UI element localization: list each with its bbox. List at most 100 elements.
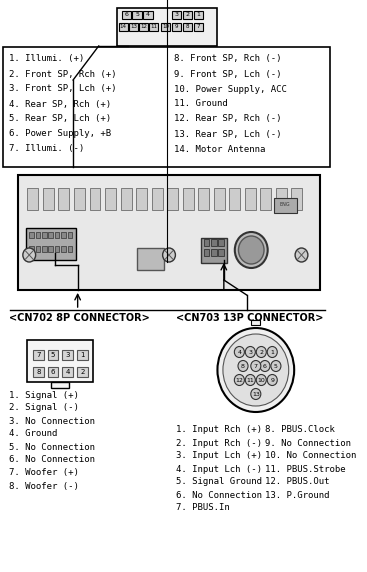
- Text: 1. Signal (+): 1. Signal (+): [9, 391, 79, 399]
- Bar: [218, 239, 224, 246]
- Bar: [172, 23, 181, 31]
- Bar: [152, 188, 163, 210]
- Circle shape: [239, 236, 264, 264]
- Bar: [149, 23, 158, 31]
- Bar: [68, 246, 72, 252]
- Bar: [276, 188, 287, 210]
- Text: 1. Input Rch (+): 1. Input Rch (+): [176, 426, 262, 435]
- Text: 13: 13: [130, 25, 137, 30]
- Bar: [51, 382, 69, 388]
- Bar: [143, 11, 153, 19]
- Bar: [198, 188, 209, 210]
- Text: 3. Input Lch (+): 3. Input Lch (+): [176, 451, 262, 460]
- Text: 6: 6: [124, 13, 128, 18]
- Text: 8: 8: [241, 363, 245, 368]
- Text: ENG: ENG: [280, 201, 290, 206]
- Text: 1. Illumi. (+): 1. Illumi. (+): [9, 54, 84, 63]
- Text: 1: 1: [196, 13, 200, 18]
- Text: 4: 4: [65, 369, 70, 375]
- Text: 8. PBUS.Clock: 8. PBUS.Clock: [265, 426, 335, 435]
- Bar: [62, 350, 73, 360]
- Text: 5: 5: [51, 352, 55, 358]
- Bar: [43, 188, 54, 210]
- Bar: [61, 246, 66, 252]
- Text: 5: 5: [135, 13, 139, 18]
- Bar: [274, 198, 297, 213]
- Circle shape: [235, 232, 268, 268]
- Text: 2. Front SP, Rch (+): 2. Front SP, Rch (+): [9, 70, 117, 78]
- Text: 4: 4: [237, 349, 241, 355]
- Circle shape: [256, 375, 266, 386]
- Text: 8. Front SP, Rch (-): 8. Front SP, Rch (-): [174, 54, 281, 63]
- Bar: [183, 23, 192, 31]
- Text: 10. Power Supply, ACC: 10. Power Supply, ACC: [174, 85, 287, 93]
- Text: 10. No Connection: 10. No Connection: [265, 451, 356, 460]
- Text: 1: 1: [80, 352, 84, 358]
- Text: 11: 11: [150, 25, 157, 30]
- Bar: [194, 23, 203, 31]
- Bar: [47, 367, 58, 377]
- Text: <CN702 8P CONNECTOR>: <CN702 8P CONNECTOR>: [9, 313, 150, 323]
- Text: 9: 9: [175, 25, 178, 30]
- Text: 12. Rear SP, Rch (-): 12. Rear SP, Rch (-): [174, 114, 281, 124]
- Text: 4: 4: [146, 13, 150, 18]
- Bar: [33, 350, 44, 360]
- Circle shape: [251, 360, 261, 371]
- Bar: [201, 238, 226, 263]
- Bar: [172, 11, 181, 19]
- Circle shape: [260, 360, 270, 371]
- Bar: [29, 246, 34, 252]
- Circle shape: [238, 360, 248, 371]
- Text: 11. Ground: 11. Ground: [174, 100, 227, 109]
- Text: 2: 2: [185, 13, 189, 18]
- Text: 13. Rear SP, Lch (-): 13. Rear SP, Lch (-): [174, 129, 281, 138]
- Bar: [105, 188, 116, 210]
- Bar: [42, 246, 47, 252]
- Text: 11: 11: [247, 378, 254, 383]
- Bar: [137, 248, 164, 270]
- Text: 6: 6: [263, 363, 267, 368]
- Text: 1: 1: [270, 349, 274, 355]
- Bar: [139, 23, 148, 31]
- Text: 5: 5: [274, 363, 278, 368]
- Text: 8: 8: [36, 369, 41, 375]
- Text: 7: 7: [36, 352, 41, 358]
- Bar: [167, 188, 178, 210]
- Bar: [119, 23, 128, 31]
- Bar: [3, 47, 330, 167]
- Text: 7. Woofer (+): 7. Woofer (+): [9, 468, 79, 478]
- Text: 5. Signal Ground: 5. Signal Ground: [176, 478, 262, 487]
- Text: 5. No Connection: 5. No Connection: [9, 443, 95, 451]
- Bar: [183, 11, 192, 19]
- Circle shape: [271, 360, 281, 371]
- Text: 3: 3: [65, 352, 70, 358]
- Text: 9. No Connection: 9. No Connection: [265, 439, 351, 447]
- Circle shape: [235, 375, 244, 386]
- Bar: [194, 11, 203, 19]
- Bar: [129, 23, 138, 31]
- Text: 13: 13: [252, 391, 260, 396]
- Text: 8. Woofer (-): 8. Woofer (-): [9, 482, 79, 491]
- Circle shape: [295, 248, 308, 262]
- Bar: [161, 23, 170, 31]
- Text: 7. Illumi. (-): 7. Illumi. (-): [9, 145, 84, 153]
- Text: 10: 10: [257, 378, 265, 383]
- Bar: [121, 188, 131, 210]
- Bar: [74, 188, 85, 210]
- Text: 4. Ground: 4. Ground: [9, 430, 58, 439]
- Bar: [136, 188, 147, 210]
- Text: 14. Motor Antenna: 14. Motor Antenna: [174, 145, 265, 153]
- Bar: [214, 188, 225, 210]
- Bar: [58, 188, 69, 210]
- Text: 2. Signal (-): 2. Signal (-): [9, 403, 79, 412]
- Circle shape: [223, 334, 289, 406]
- Bar: [132, 11, 142, 19]
- Circle shape: [245, 375, 255, 386]
- Text: 4. Input Lch (-): 4. Input Lch (-): [176, 464, 262, 474]
- Text: 6. Power Supply, +B: 6. Power Supply, +B: [9, 129, 111, 138]
- Bar: [77, 367, 88, 377]
- Bar: [26, 228, 76, 260]
- Bar: [29, 232, 34, 238]
- Bar: [204, 239, 209, 246]
- Text: 7: 7: [254, 363, 258, 368]
